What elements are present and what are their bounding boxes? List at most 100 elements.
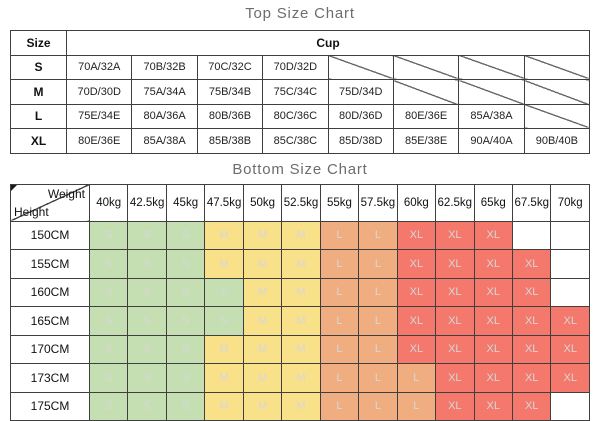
top-table-body: S 70A/32A 70B/32B 70C/32C 70D/32D M 70D/30D 75A…	[10, 54, 591, 154]
size-cell: M	[281, 334, 321, 364]
size-cell: L	[358, 277, 398, 307]
size-cell: M	[242, 306, 283, 336]
size-cell: L	[319, 277, 360, 307]
size-cell: XL	[511, 306, 552, 336]
size-cell: XL	[550, 306, 590, 336]
empty-diagonal-cell	[523, 79, 591, 105]
cup-size-cell: 70C/32C	[196, 54, 264, 80]
cup-size-cell: 80B/36B	[196, 103, 264, 129]
size-cell: XL	[435, 391, 475, 421]
size-cell: S	[88, 249, 129, 279]
top-chart-title: Top Size Chart	[245, 5, 355, 22]
size-cell: S	[88, 391, 129, 421]
size-cell: XL	[435, 249, 475, 279]
bottom-header-row: Weight Height 40kg 42.5kg 45kg 47.5kg 50kg 52.5…	[10, 183, 590, 222]
empty-diagonal-cell	[523, 54, 591, 80]
size-cell: M	[242, 249, 283, 279]
cup-size-cell: 85B/38B	[196, 128, 264, 154]
weight-column-header: 40kg	[88, 183, 129, 222]
height-row-header: 165CM	[10, 306, 90, 336]
cup-size-cell: 80D/36D	[327, 103, 394, 129]
size-cell: XL	[511, 249, 552, 279]
top-table-row: L 75E/34E 80A/36A 80B/36B 80C/36C 80D/36D 80E/…	[10, 103, 591, 129]
empty-size-cell	[550, 220, 590, 250]
size-cell: M	[242, 220, 283, 250]
height-row-header: 160CM	[10, 277, 90, 307]
size-cell: M	[204, 249, 244, 279]
size-cell: XL	[511, 334, 552, 364]
size-cell: XL	[396, 220, 437, 250]
size-cell: XL	[473, 277, 513, 307]
size-cell: XL	[473, 306, 513, 336]
size-cell: S	[165, 391, 206, 421]
size-cell: L	[358, 249, 398, 279]
weight-column-header: 55kg	[319, 183, 360, 222]
size-cell: M	[204, 391, 244, 421]
cup-size-cell: 75C/34C	[262, 79, 329, 105]
size-cell: S	[127, 249, 167, 279]
size-cell: XL	[396, 249, 437, 279]
size-cell: M	[242, 391, 283, 421]
height-header-label: Height	[14, 204, 49, 219]
cup-size-cell: 70B/32B	[131, 54, 198, 80]
cup-size-cell: 85C/38C	[262, 128, 329, 154]
size-cell: XL	[435, 220, 475, 250]
size-cell: XL	[473, 391, 513, 421]
size-cell: S	[165, 334, 206, 364]
empty-size-cell	[550, 391, 590, 421]
size-cell: XL	[435, 334, 475, 364]
size-cell: XL	[435, 277, 475, 307]
size-cell: XL	[511, 363, 552, 393]
size-cell: S	[204, 306, 244, 336]
size-cell: S	[127, 220, 167, 250]
top-row-size-label: XL	[10, 128, 67, 154]
weight-column-header: 45kg	[165, 183, 206, 222]
size-cell: XL	[473, 334, 513, 364]
bottom-table-row: 175CM S S S M M M L L L XL XL XL	[10, 391, 590, 421]
size-cell: M	[242, 363, 283, 393]
top-row-size-label: M	[10, 79, 67, 105]
top-table-row: S 70A/32A 70B/32B 70C/32C 70D/32D	[10, 54, 591, 80]
top-header-cup: Cup	[66, 30, 590, 56]
size-cell: S	[165, 249, 206, 279]
top-table-row: XL 80E/36E 85A/38A 85B/38B 85C/38C 85D/38D 85E…	[10, 128, 591, 154]
cup-size-cell: 70A/32A	[65, 54, 133, 80]
size-cell: L	[319, 220, 360, 250]
cup-size-cell: 75A/34A	[131, 79, 198, 105]
cup-size-cell: 80E/36E	[65, 128, 133, 154]
bottom-table-row: 160CM S S S S M M L L XL XL XL XL	[10, 277, 590, 307]
cup-size-cell: 80E/36E	[392, 103, 460, 129]
size-cell: S	[88, 306, 129, 336]
size-cell: S	[204, 277, 244, 307]
top-size-chart-table: Size Cup S 70A/32A 70B/32B 70C/32C 70D/32D M 70…	[10, 30, 591, 154]
cup-size-cell: 85A/38A	[458, 103, 525, 129]
size-cell: L	[319, 334, 360, 364]
size-cell: XL	[396, 277, 437, 307]
size-cell: XL	[511, 391, 552, 421]
empty-size-cell	[511, 220, 552, 250]
weight-column-header: 67.5kg	[511, 183, 552, 222]
size-cell: L	[358, 334, 398, 364]
size-cell: L	[358, 220, 398, 250]
bottom-chart-title: Bottom Size Chart	[232, 160, 368, 178]
weight-column-header: 42.5kg	[127, 183, 167, 222]
bottom-table-row: 150CM S S S M M M L L XL XL XL	[10, 220, 590, 250]
size-cell: S	[127, 363, 167, 393]
height-row-header: 170CM	[10, 334, 90, 364]
size-cell: XL	[435, 363, 475, 393]
size-cell: M	[281, 220, 321, 250]
size-cell: M	[242, 334, 283, 364]
cup-size-cell: 85E/38E	[392, 128, 460, 154]
size-cell: XL	[396, 334, 437, 364]
size-cell: L	[396, 391, 437, 421]
size-cell: XL	[473, 363, 513, 393]
size-cell: M	[204, 334, 244, 364]
bottom-table-row: 170CM S S S M M M L L XL XL XL XL XL	[10, 334, 590, 364]
size-cell: L	[358, 391, 398, 421]
bottom-size-chart-table: Weight Height 40kg 42.5kg 45kg 47.5kg 50kg 52.5…	[10, 183, 590, 421]
size-cell: S	[165, 277, 206, 307]
size-cell: S	[127, 391, 167, 421]
cup-size-cell: 80A/36A	[131, 103, 198, 129]
size-cell: S	[88, 334, 129, 364]
